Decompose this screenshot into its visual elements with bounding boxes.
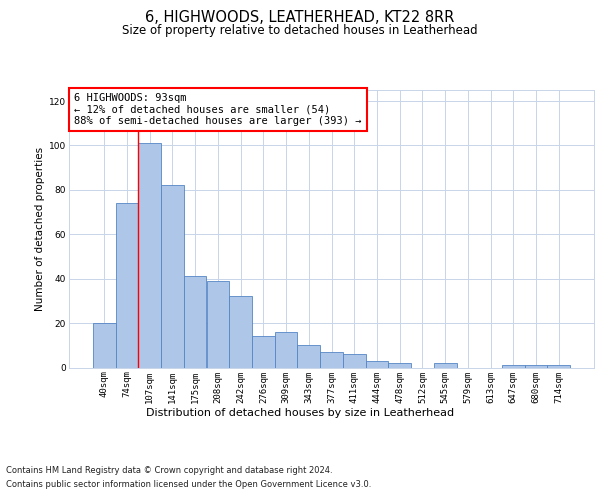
Y-axis label: Number of detached properties: Number of detached properties [35, 146, 45, 311]
Bar [252, 336, 275, 368]
Bar [206, 281, 229, 368]
Bar [139, 144, 161, 368]
Text: Contains HM Land Registry data © Crown copyright and database right 2024.: Contains HM Land Registry data © Crown c… [6, 466, 332, 475]
Bar [229, 296, 252, 368]
Text: Size of property relative to detached houses in Leatherhead: Size of property relative to detached ho… [122, 24, 478, 37]
Text: 6 HIGHWOODS: 93sqm
← 12% of detached houses are smaller (54)
88% of semi-detache: 6 HIGHWOODS: 93sqm ← 12% of detached hou… [74, 93, 362, 126]
Bar [161, 186, 184, 368]
Text: Distribution of detached houses by size in Leatherhead: Distribution of detached houses by size … [146, 408, 454, 418]
Text: Contains public sector information licensed under the Open Government Licence v3: Contains public sector information licen… [6, 480, 371, 489]
Bar [388, 363, 411, 368]
Bar [547, 366, 570, 368]
Bar [343, 354, 365, 368]
Bar [320, 352, 343, 368]
Text: 6, HIGHWOODS, LEATHERHEAD, KT22 8RR: 6, HIGHWOODS, LEATHERHEAD, KT22 8RR [145, 10, 455, 25]
Bar [434, 363, 457, 368]
Bar [298, 346, 320, 368]
Bar [184, 276, 206, 368]
Bar [93, 323, 116, 368]
Bar [502, 366, 524, 368]
Bar [365, 361, 388, 368]
Bar [524, 366, 547, 368]
Bar [275, 332, 298, 368]
Bar [116, 203, 139, 368]
